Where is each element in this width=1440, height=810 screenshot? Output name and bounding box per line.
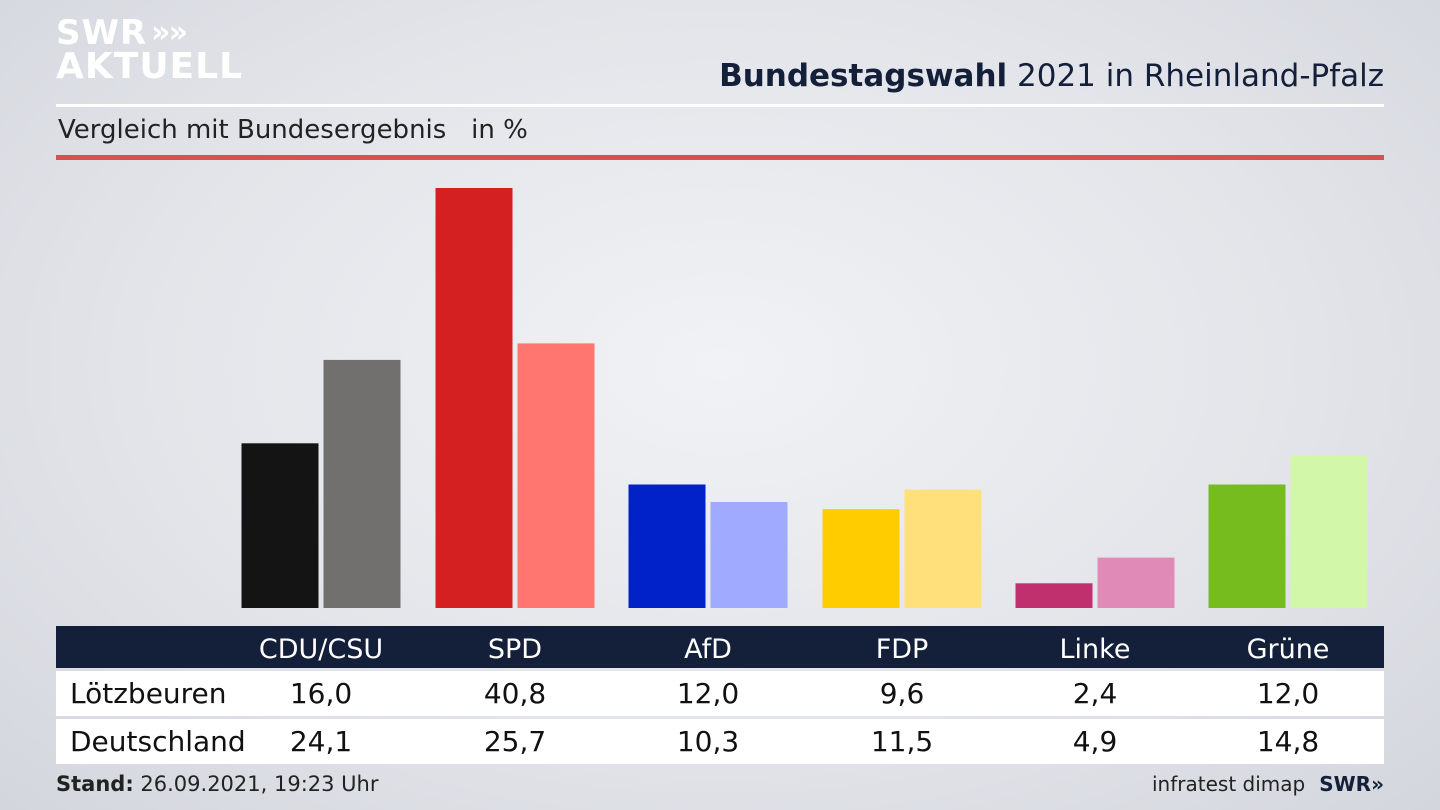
bar-spd-deutschland [517,343,595,608]
source-credit: infratest dimap SWR» [1152,772,1384,796]
title-rest: 2021 in Rheinland-Pfalz [1007,58,1384,94]
bar-grüne-deutschland [1290,455,1368,608]
column-header: FDP [875,633,929,665]
table-cell: 10,3 [676,725,740,758]
row-label: Lötzbeuren [70,677,227,710]
logo-aktuell: AKTUELL [56,46,244,87]
bar-fdp-deutschland [904,489,982,608]
table-cell: 9,6 [879,677,925,710]
chart-subtitle: Vergleich mit Bundesergebnis in % [58,115,528,145]
column-header: Grüne [1246,633,1330,665]
bar-chart [241,188,1368,608]
source-text: infratest dimap [1152,772,1306,796]
bar-fdp-lötzbeuren [822,509,900,608]
bar-linke-lötzbeuren [1015,583,1093,608]
results-table: CDU/CSU SPD AfD FDP Linke Grüne Lötzbeuren 16… [56,626,1384,764]
table-cell: 2,4 [1072,677,1118,710]
table-cell: 40,8 [483,677,547,710]
swr-brand-logo: SWR» [1319,772,1384,796]
title-bold: Bundestagswahl [719,58,1008,94]
header-divider [56,104,1384,107]
stand-label: Stand: [56,772,134,796]
table-cell: 14,8 [1256,725,1320,758]
table-cell: 12,0 [676,677,740,710]
table-cell: 11,5 [870,725,934,758]
bar-cducsu-lötzbeuren [241,443,319,608]
logo-swr: SWR [56,13,148,53]
column-header: SPD [487,633,543,665]
column-header: Linke [1059,633,1131,665]
bar-linke-deutschland [1097,557,1175,608]
table-cell: 24,1 [289,725,353,758]
stand-value: 26.09.2021, 19:23 Uhr [133,772,379,796]
table-header: CDU/CSU SPD AfD FDP Linke Grüne [56,626,1384,668]
column-header: CDU/CSU [258,633,384,665]
column-header: AfD [684,633,732,665]
row-label: Deutschland [70,725,246,758]
table-cell: 12,0 [1256,677,1320,710]
bar-cducsu-deutschland [323,359,401,608]
timestamp: Stand: 26.09.2021, 19:23 Uhr [56,772,379,796]
swr-aktuell-logo: SWR»» AKTUELL [56,13,244,87]
table-cell: 16,0 [289,677,353,710]
page-title: Bundestagswahl 2021 in Rheinland-Pfalz [719,58,1384,94]
accent-divider [56,155,1384,160]
table-row-deutschland: Deutschland 24,1 25,7 10,3 11,5 4,9 14,8 [56,719,1384,764]
bar-grüne-lötzbeuren [1208,484,1286,608]
table-cell: 25,7 [483,725,547,758]
bar-afd-lötzbeuren [628,484,706,608]
bar-spd-lötzbeuren [435,188,513,608]
table-cell: 4,9 [1072,725,1118,758]
table-row-loetzbeuren: Lötzbeuren 16,0 40,8 12,0 9,6 2,4 12,0 [56,671,1384,716]
bar-afd-deutschland [710,502,788,608]
